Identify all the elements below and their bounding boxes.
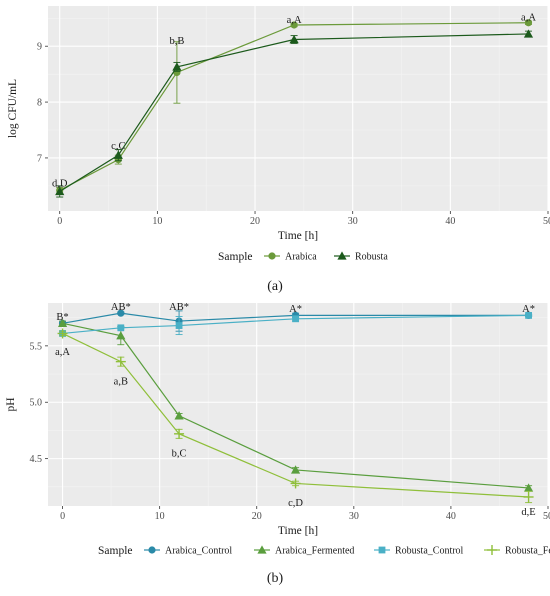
annotation-label: AB* — [111, 302, 131, 313]
x-axis-title: Time [h] — [278, 525, 318, 537]
y-tick-label: 8 — [37, 98, 42, 109]
annotation-label: a,A — [287, 15, 302, 26]
data-point — [523, 491, 534, 502]
legend-marker — [487, 545, 497, 555]
data-point — [292, 315, 299, 323]
legend-title: Sample — [98, 545, 133, 557]
figure-caption: (a) — [267, 279, 283, 294]
x-tick-label: 50 — [543, 511, 550, 522]
legend-label: Robusta_Fermented — [505, 546, 550, 557]
legend-marker — [257, 545, 267, 554]
data-point — [289, 34, 299, 44]
y-tick-label: 5.5 — [30, 341, 43, 352]
x-tick-label: 0 — [57, 216, 62, 227]
x-tick-label: 40 — [446, 511, 456, 522]
data-point — [174, 411, 184, 420]
figure-caption: (b) — [267, 571, 284, 586]
legend-key — [264, 252, 280, 260]
legend-label: Robusta — [355, 252, 388, 263]
data-point — [525, 312, 532, 319]
annotation-label: AB* — [169, 302, 189, 313]
data-point — [290, 21, 298, 29]
annotation-label: a,A — [55, 347, 70, 358]
legend: Sample Arabica Robusta — [218, 251, 388, 263]
x-tick-label: 30 — [348, 216, 358, 227]
y-tick-label: 4.5 — [30, 454, 43, 465]
series-robusta — [55, 29, 534, 198]
legend-label: Arabica_Control — [165, 546, 232, 557]
annotation-label: a,A — [521, 13, 536, 24]
plot-panel — [48, 6, 548, 211]
annotation-label: b,C — [172, 448, 187, 459]
data-point — [117, 309, 125, 317]
annotation-label: c,C — [111, 141, 125, 152]
legend-label: Arabica_Fermented — [275, 546, 354, 557]
data-point — [115, 356, 126, 367]
x-tick-label: 50 — [543, 216, 550, 227]
annotation-label: B* — [56, 312, 68, 323]
x-axis-title: Time [h] — [278, 230, 318, 242]
legend-key — [144, 546, 160, 554]
axis-ticks: 0 10 20 30 40 50 7 8 9 — [37, 42, 550, 227]
legend-marker — [337, 251, 347, 260]
legend-key — [334, 251, 350, 260]
plot-panel — [48, 303, 548, 506]
annotations: d,D c,C b,B a,A a,A — [52, 13, 536, 190]
data-point — [174, 428, 185, 439]
data-point — [57, 318, 68, 327]
y-axis-title: pH — [5, 397, 17, 411]
annotation-label: a,B — [114, 376, 128, 387]
data-point — [290, 465, 301, 474]
gridlines — [48, 6, 549, 211]
series-robusta-control — [59, 312, 533, 337]
y-tick-label: 5.0 — [30, 398, 43, 409]
y-tick-label: 7 — [37, 153, 42, 164]
x-tick-label: 20 — [252, 511, 262, 522]
legend-label: Arabica — [285, 252, 317, 263]
data-point — [113, 150, 123, 159]
data-point — [523, 483, 534, 492]
legend-marker — [268, 252, 276, 260]
data-point — [523, 29, 534, 38]
gridlines — [48, 303, 549, 506]
data-point — [175, 322, 183, 329]
chart-b: 0 10 20 30 40 50 4.5 5.0 5.5 Time [h] pH B* AB* AB* A*… — [5, 302, 550, 586]
legend-key — [484, 545, 500, 555]
x-tick-label: 10 — [155, 511, 165, 522]
legend-label: Robusta_Control — [395, 546, 464, 557]
annotation-label: A* — [289, 304, 302, 315]
x-tick-label: 10 — [152, 216, 162, 227]
legend-key — [254, 545, 270, 554]
y-tick-label: 9 — [37, 42, 42, 53]
x-tick-label: 30 — [349, 511, 359, 522]
annotation-label: b,B — [169, 36, 184, 47]
x-tick-label: 40 — [445, 216, 455, 227]
data-point — [116, 331, 126, 340]
annotation-label: A* — [522, 304, 535, 315]
legend-title: Sample — [218, 251, 253, 263]
x-tick-label: 20 — [250, 216, 260, 227]
data-point — [524, 19, 533, 27]
legend-marker — [378, 546, 386, 554]
data-point — [55, 186, 65, 196]
annotation-label: d,D — [52, 179, 68, 190]
series-robusta-fermented — [57, 328, 534, 504]
x-tick-label: 0 — [60, 511, 65, 522]
data-point — [57, 328, 68, 339]
legend: Sample Arabica_Control Arabica_Fermented Ro… — [98, 545, 550, 557]
legend-marker — [148, 546, 156, 554]
annotations: B* AB* AB* A* A* a,A a,B b,C c,D d,E — [55, 302, 536, 518]
legend-key — [374, 546, 390, 554]
annotation-label: c,D — [288, 498, 303, 509]
data-point — [172, 62, 182, 71]
data-point — [290, 478, 301, 489]
axis-ticks: 0 10 20 30 40 50 4.5 5.0 5.5 — [30, 341, 550, 522]
y-axis-title: log CFU/mL — [7, 79, 19, 138]
series-arabica — [56, 19, 533, 194]
data-point — [117, 324, 125, 332]
annotation-label: d,E — [521, 507, 535, 518]
chart-a: 0 10 20 30 40 50 7 8 9 Time [h] log CFU/mL d,D c,C b,… — [7, 6, 550, 294]
